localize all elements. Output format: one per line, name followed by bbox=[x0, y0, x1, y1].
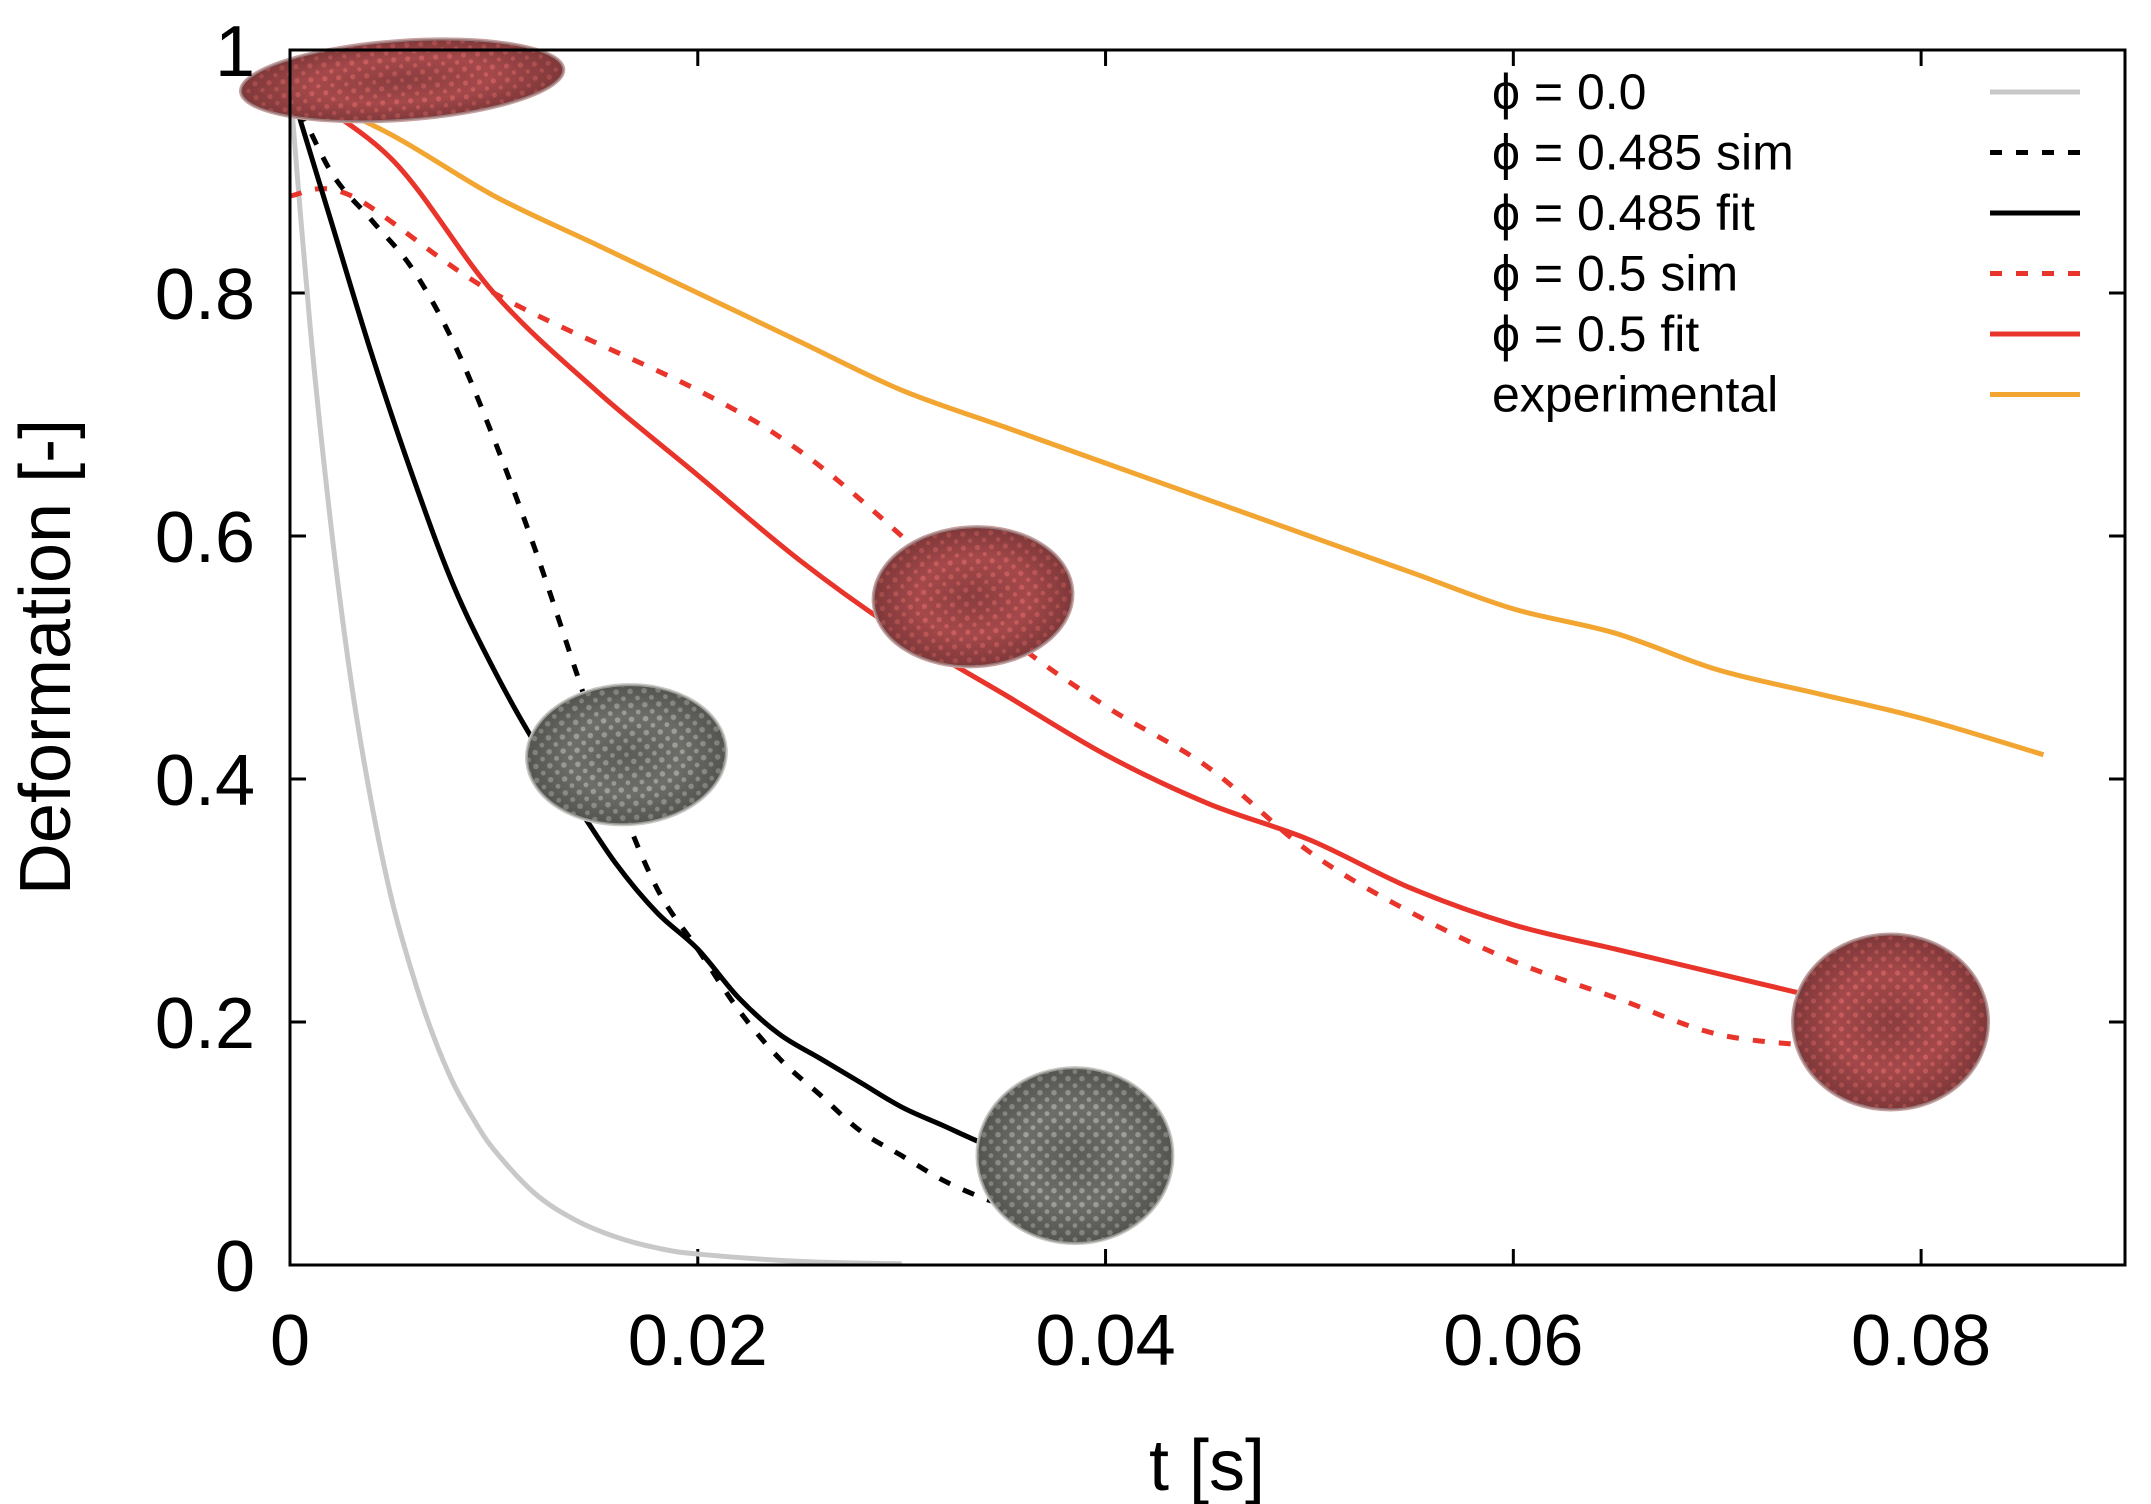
y-tick-label: 0.6 bbox=[155, 498, 255, 578]
legend-label: ϕ = 0.5 sim bbox=[1492, 246, 1738, 302]
cell-image-red bbox=[1791, 932, 1991, 1112]
cell-image-gray bbox=[975, 1066, 1175, 1246]
x-axis-label: t [s] bbox=[1149, 1426, 1265, 1504]
x-tick-label: 0.04 bbox=[1035, 1301, 1175, 1381]
series-line--0.5-fit bbox=[288, 84, 1820, 1001]
y-tick-label: 0 bbox=[215, 1227, 255, 1307]
cell-image-gray bbox=[524, 683, 728, 827]
y-tick-label: 0.2 bbox=[155, 984, 255, 1064]
x-tick-label: 0 bbox=[270, 1301, 310, 1381]
series-line--0.5-sim bbox=[289, 186, 1820, 1049]
cell-shading bbox=[976, 1067, 1173, 1244]
legend-label: ϕ = 0.485 sim bbox=[1492, 125, 1794, 181]
plot-frame bbox=[288, 48, 2127, 1267]
cell-shading bbox=[1792, 934, 1989, 1110]
legend-label: ϕ = 0.0 bbox=[1492, 64, 1647, 120]
cell-shading bbox=[526, 684, 727, 825]
x-tick-label: 0.06 bbox=[1443, 1301, 1583, 1381]
y-axis-label: Deformation [-] bbox=[6, 419, 86, 895]
y-tick-label: 0.4 bbox=[155, 741, 255, 821]
y-tick-label: 1 bbox=[215, 12, 255, 92]
series-line-experimental bbox=[288, 84, 2045, 758]
x-tick-label: 0.08 bbox=[1851, 1301, 1991, 1381]
y-tick-label: 0.8 bbox=[155, 255, 255, 335]
legend-label: ϕ = 0.485 fit bbox=[1492, 185, 1755, 241]
series-line--0.0 bbox=[287, 86, 902, 1267]
cell-image-red bbox=[239, 37, 566, 124]
cell-shading bbox=[240, 38, 564, 122]
legend-label: ϕ = 0.5 fit bbox=[1492, 306, 1699, 362]
series-line--0.485-fit bbox=[287, 85, 1005, 1152]
legend-label: experimental bbox=[1492, 367, 1778, 423]
cell-shading bbox=[873, 526, 1073, 667]
x-tick-label: 0.02 bbox=[628, 1301, 768, 1381]
cell-image-red bbox=[871, 525, 1075, 669]
